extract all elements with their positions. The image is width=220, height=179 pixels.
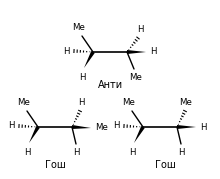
Polygon shape [177,125,196,129]
Polygon shape [84,51,95,68]
Polygon shape [72,125,91,129]
Text: H: H [24,148,30,157]
Text: H: H [150,47,156,57]
Text: H: H [200,122,207,132]
Text: H: H [64,47,70,55]
Text: Гош: Гош [45,160,65,170]
Text: H: H [78,98,84,107]
Text: Me: Me [180,98,192,107]
Polygon shape [127,50,146,54]
Polygon shape [134,126,145,143]
Text: Me: Me [95,124,108,132]
Text: Анти: Анти [97,80,123,90]
Text: Me: Me [73,23,85,32]
Text: H: H [114,122,120,130]
Text: Me: Me [123,98,136,107]
Text: H: H [137,25,143,34]
Text: H: H [129,148,135,157]
Text: H: H [178,148,184,157]
Polygon shape [29,126,40,143]
Text: Me: Me [18,98,30,107]
Text: Me: Me [130,73,142,82]
Text: H: H [9,122,15,130]
Text: H: H [73,148,79,157]
Text: Гош: Гош [155,160,175,170]
Text: H: H [79,73,85,82]
